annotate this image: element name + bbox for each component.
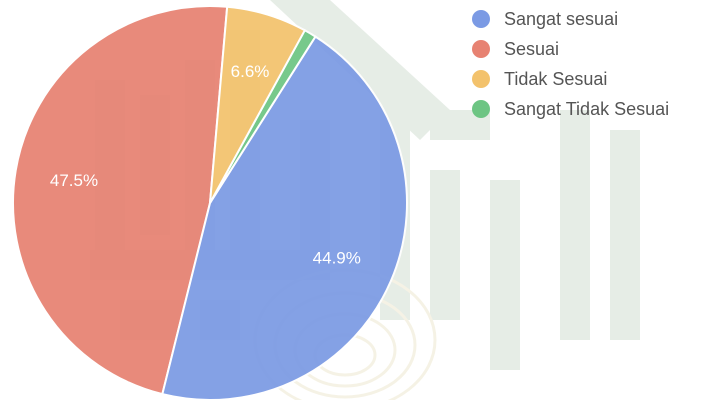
- legend-dot-sangat-tidak-sesuai: [472, 100, 490, 118]
- legend-dot-tidak-sesuai: [472, 70, 490, 88]
- legend-label-sangat-sesuai: Sangat sesuai: [504, 8, 619, 29]
- legend-item-sangat-tidak-sesuai: Sangat Tidak Sesuai: [472, 94, 714, 124]
- pie-slice-tidak-sesuai: [209, 5, 307, 204]
- pie-slice-sesuai: [12, 5, 229, 396]
- pie-label-sangat-sesuai: 44.9%: [313, 248, 361, 267]
- pie-label-tidak-sesuai: 6.6%: [231, 62, 270, 81]
- chart-legend: Sangat sesuai Sesuai Tidak Sesuai Sangat…: [472, 4, 714, 124]
- legend-label-tidak-sesuai: Tidak Sesuai: [504, 68, 608, 89]
- legend-dot-sangat-sesuai: [472, 10, 490, 28]
- legend-dot-sesuai: [472, 40, 490, 58]
- legend-item-sesuai: Sesuai: [472, 34, 714, 64]
- pie-label-sesuai: 47.5%: [50, 171, 98, 190]
- legend-label-sesuai: Sesuai: [504, 38, 560, 59]
- pie-slices: [12, 5, 408, 400]
- pie-slice-sangat-sesuai: [161, 35, 408, 400]
- legend-item-tidak-sesuai: Tidak Sesuai: [472, 64, 714, 94]
- legend-label-sangat-tidak-sesuai: Sangat Tidak Sesuai: [504, 98, 670, 119]
- legend-item-sangat-sesuai: Sangat sesuai: [472, 4, 714, 34]
- pie-data-labels: 47.5% 44.9% 6.6%: [50, 62, 361, 267]
